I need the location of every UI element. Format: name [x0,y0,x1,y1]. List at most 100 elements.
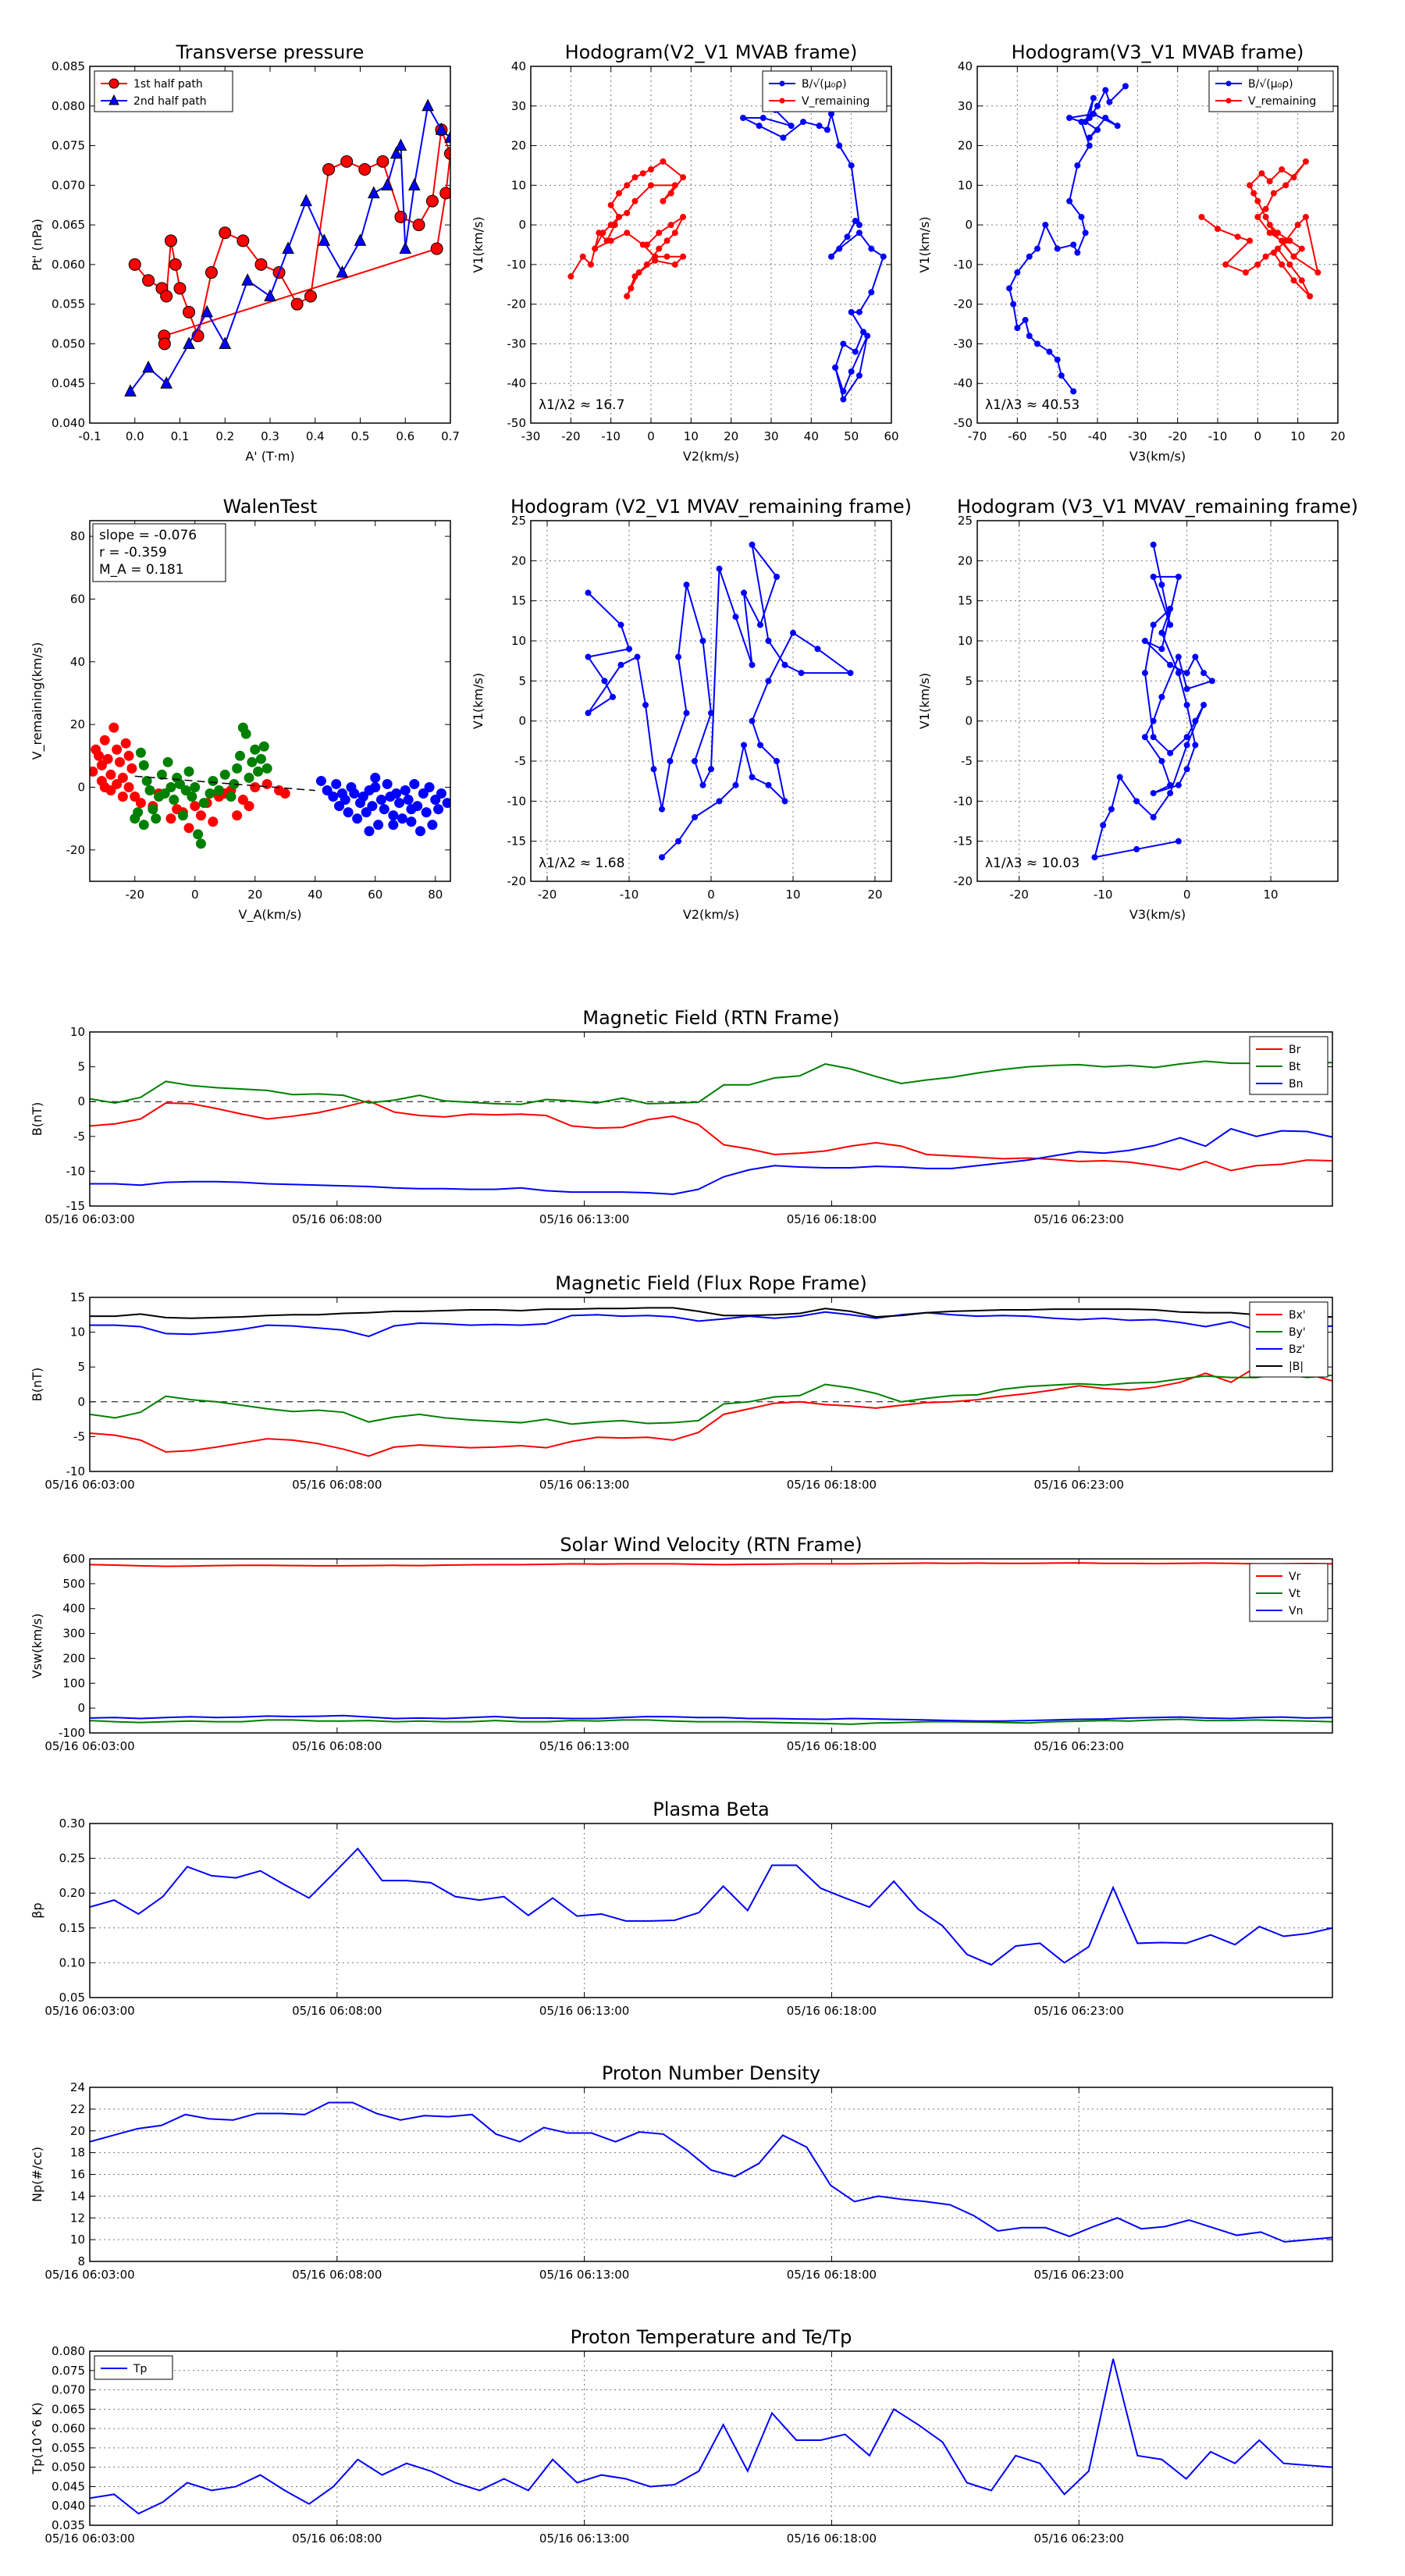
x-tick-label: 40 [804,429,819,443]
x-tick-label: 0.2 [215,429,234,443]
y-tick-label: 0.30 [59,1816,85,1831]
data-point [1198,213,1205,220]
data-point [208,775,219,786]
x-tick-label: 10 [1290,429,1305,443]
data-layer [90,1060,1332,1195]
data-point [1302,158,1309,165]
data-point [412,219,425,232]
data-point [388,810,399,821]
data-point [635,269,642,276]
data-point [868,289,875,296]
data-point [1086,115,1093,122]
x-axis-label: V_A(km/s) [239,907,302,923]
y-tick-label: -30 [954,336,973,350]
data-point [164,234,177,247]
x-tick-label: 10 [684,429,699,443]
y-tick-label: -30 [507,336,527,350]
y-tick-label: -10 [507,794,527,808]
legend-label: Br [1289,1044,1301,1056]
series-line [130,103,450,392]
data-point [108,722,119,733]
data-point [1158,629,1165,636]
data-point [781,798,788,805]
data-point [187,792,197,802]
y-tick-label: 60 [70,592,85,606]
data-point [315,775,326,786]
data-point [340,155,354,168]
axes-frame [89,1297,1333,1472]
x-tick-label: -30 [1128,429,1147,443]
y-tick-label: 15 [511,594,526,608]
data-point [160,290,173,303]
stats-box [92,523,226,582]
data-point [214,785,225,795]
y-tick-label: 0.060 [52,258,85,272]
data-point [1262,253,1269,260]
data-point [183,305,196,318]
data-point [774,758,780,764]
x-tick-label: 80 [428,888,443,902]
y-tick-label: -100 [59,1726,85,1740]
x-tick-label: -40 [1088,429,1108,443]
y-tick-label: -10 [954,258,973,272]
y-tick-label: -20 [66,843,86,857]
data-point [656,245,663,252]
legend-label: Bn [1289,1078,1303,1091]
y-tick-label: 0.070 [52,178,85,192]
data-point [749,717,756,724]
data-point [610,693,616,700]
data-point [680,174,687,181]
x-axis-label: V3(km/s) [1129,449,1186,464]
data-point [749,661,756,668]
y-tick-label: 40 [511,59,526,73]
data-point [1150,717,1157,724]
data-point [860,329,867,336]
data-point [765,638,772,644]
data-point [343,807,354,818]
data-point [1250,190,1257,197]
data-point [195,838,206,849]
data-point [1102,87,1109,94]
y-tick-label: 0.070 [52,2383,85,2397]
data-point [444,147,450,160]
y-tick-label: 0 [77,780,85,794]
data-point [741,589,747,596]
y-tick-label: -5 [961,754,973,768]
y-tick-label: -40 [954,376,973,390]
y-tick-label: 0 [518,218,526,232]
data-point [1167,781,1174,788]
x-tick-label: 05/16 06:13:00 [539,1212,629,1226]
data-point [99,781,110,792]
data-point [375,795,386,806]
data-point [659,806,665,813]
data-point [1158,758,1165,764]
data-point [1183,702,1190,709]
data-point [1150,573,1157,580]
x-tick-label: -20 [1009,888,1029,902]
data-point [397,813,407,824]
panel-vsw: Solar Wind Velocity (RTN Frame) -100 0 100 2… [30,1534,1333,1753]
y-tick-label: -5 [514,754,526,768]
legend-label: B/√(μ₀ρ) [1248,78,1293,91]
data-point [756,123,763,130]
data-point [1290,253,1297,260]
data-point [667,222,674,229]
axes-frame [976,520,1339,882]
y-tick-label: 0.05 [59,1991,85,2005]
data-point [671,182,678,189]
data-point [624,229,631,237]
series-line-Vr [90,1562,1332,1567]
data-point [1307,293,1314,300]
data-point [1054,356,1061,363]
x-tick-label: 20 [867,888,882,902]
data-point [138,760,149,770]
chart-title: Solar Wind Velocity (RTN Frame) [560,1534,862,1556]
y-tick-label: -10 [66,1464,86,1478]
panel-walen: WalenTest -20 0 20 40 60 80 -20 0 20 40 60 80 V_A(km/… [30,496,451,923]
data-point [130,792,140,802]
y-axis-label: Pt' (nPa) [30,219,44,271]
y-tick-label: -20 [954,874,973,888]
data-point [1086,134,1093,141]
data-point [1078,213,1085,220]
legend-marker [1225,98,1232,104]
